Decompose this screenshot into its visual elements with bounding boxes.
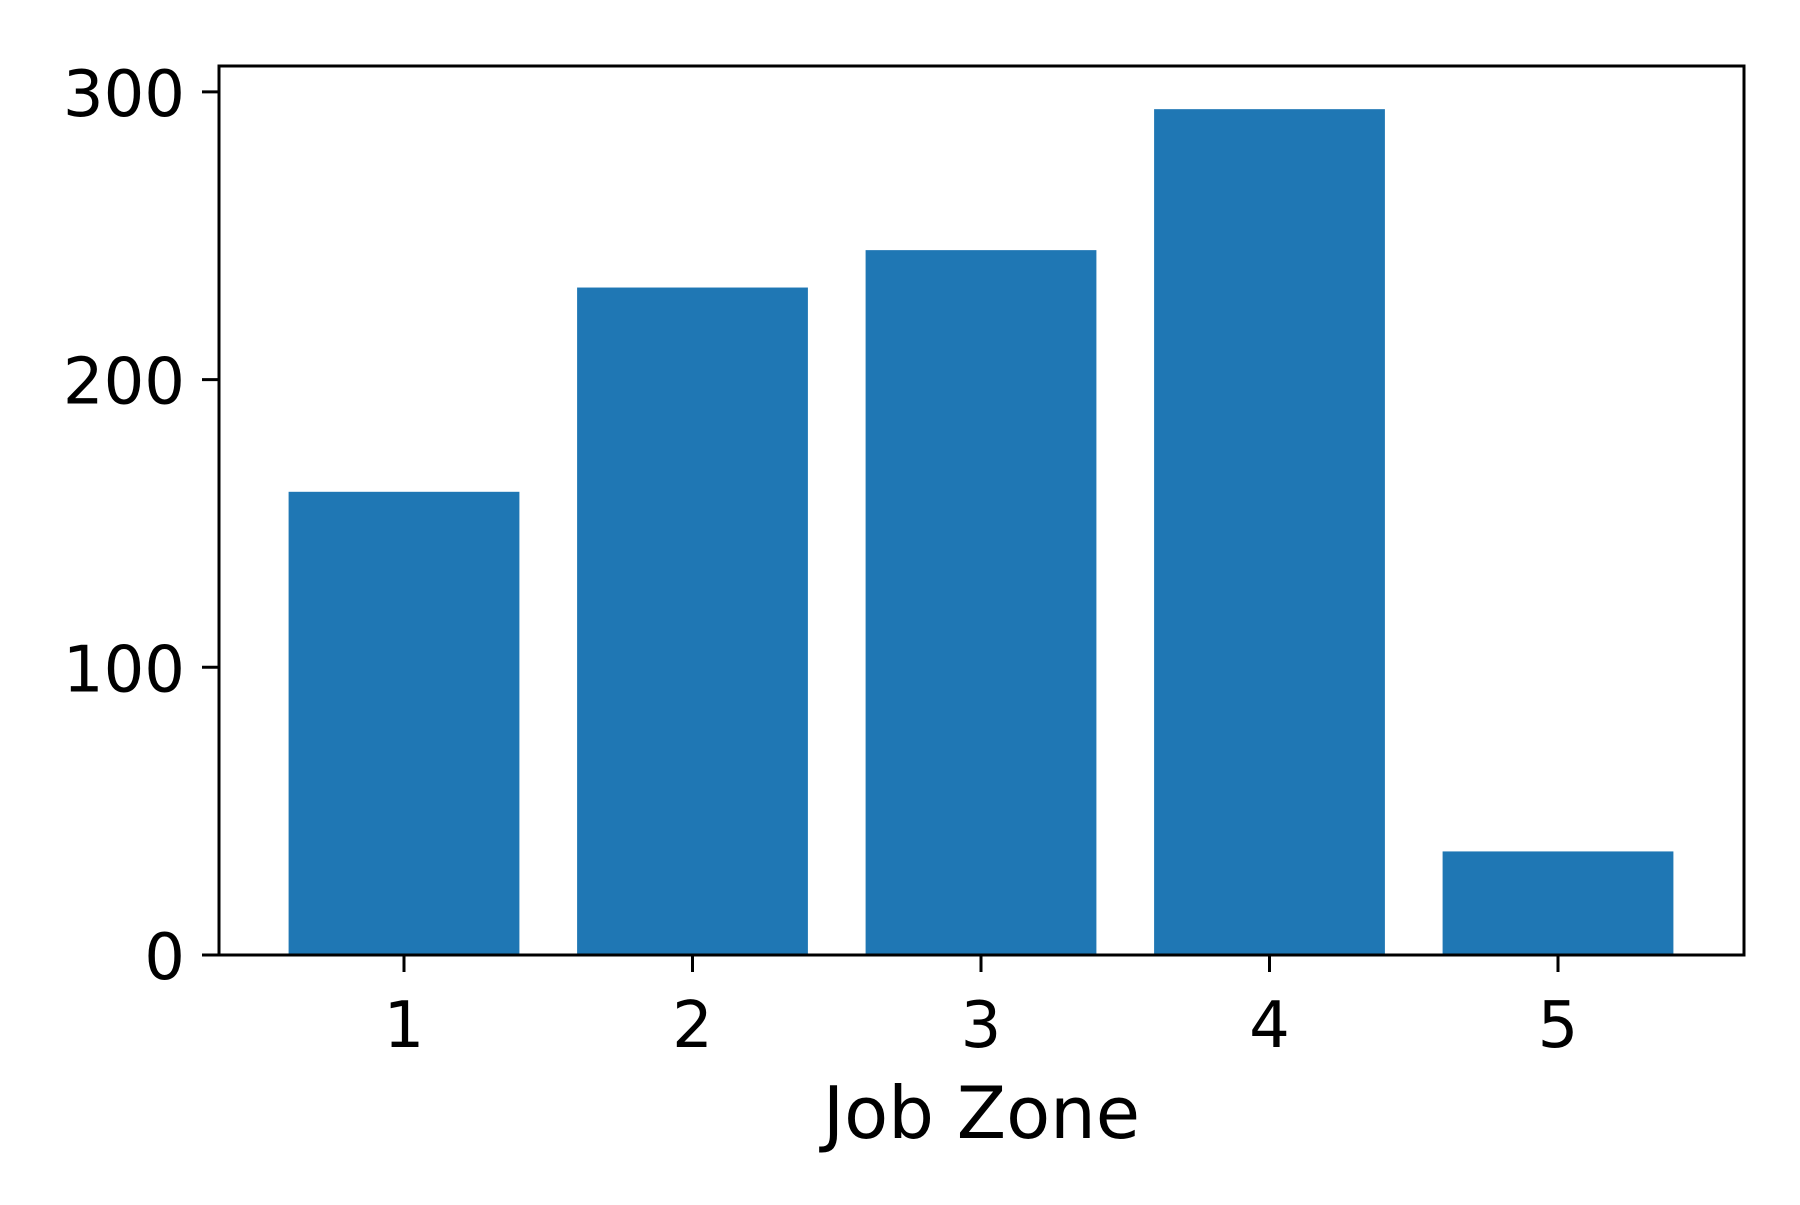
bar-zone-4 [1154, 109, 1385, 956]
bar-zone-5 [1442, 851, 1674, 955]
x-tick-label: 3 [961, 989, 1002, 1063]
y-tick-label: 0 [144, 921, 185, 995]
bars-layer [288, 109, 1674, 956]
x-tick-label: 4 [1249, 989, 1290, 1063]
axes-layer: 0 100 200 300 1 2 3 4 5 [63, 58, 1746, 1063]
x-tick-label: 5 [1538, 989, 1579, 1063]
y-tick-label: 100 [63, 633, 185, 707]
bar-zone-1 [288, 491, 520, 955]
bar-zone-2 [577, 287, 808, 955]
y-tick-label: 200 [63, 346, 185, 420]
bar-zone-3 [865, 250, 1097, 955]
x-tick-label: 1 [384, 989, 425, 1063]
x-axis-label: Job Zone [819, 1071, 1140, 1155]
x-tick-label: 2 [672, 989, 713, 1063]
y-tick-label: 300 [63, 58, 185, 132]
